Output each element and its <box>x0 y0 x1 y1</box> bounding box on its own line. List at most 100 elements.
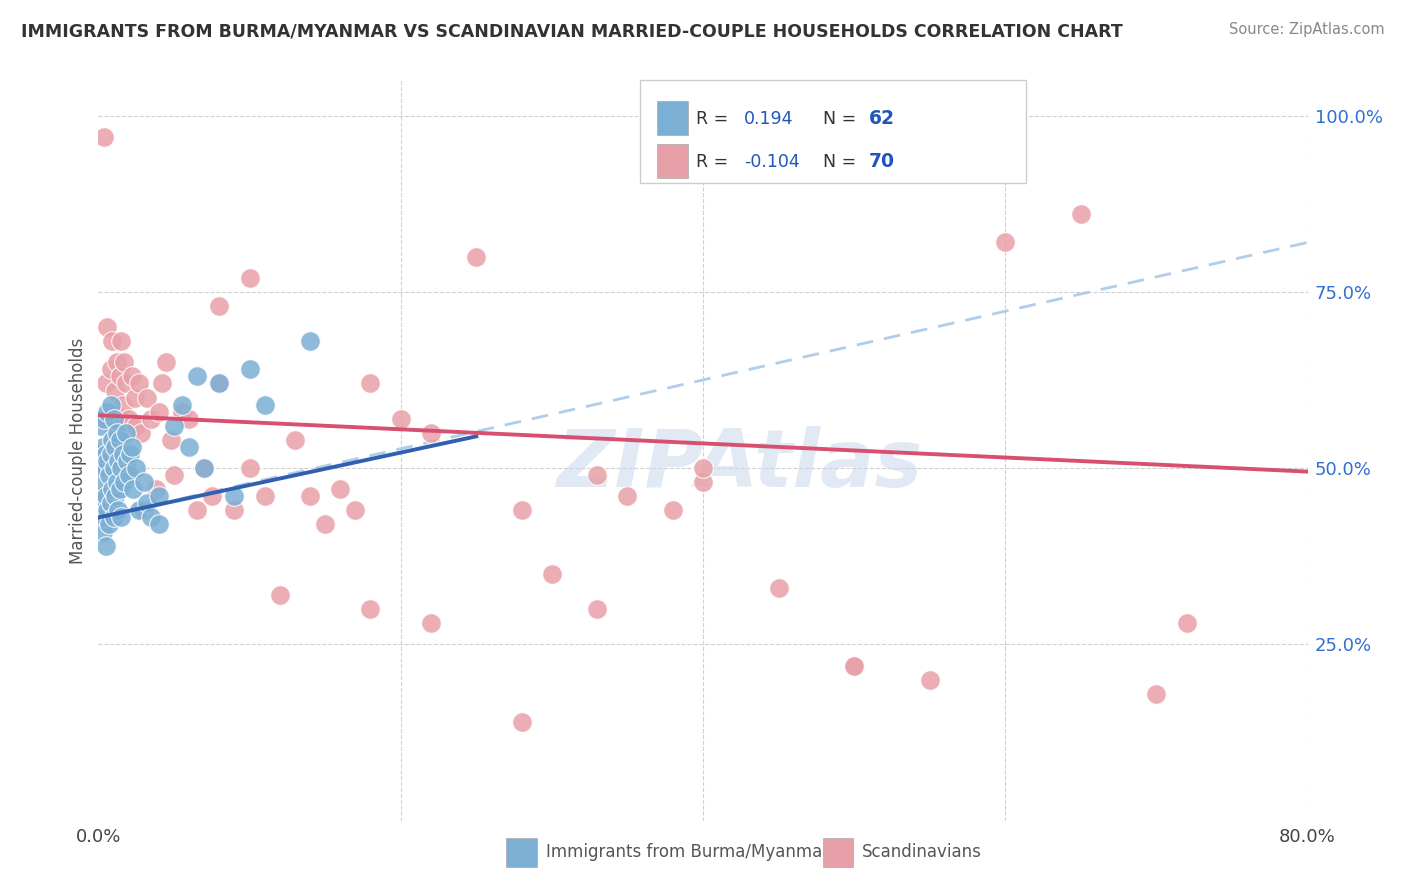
Point <box>105 475 128 490</box>
Point <box>94 447 117 461</box>
Point <box>193 461 215 475</box>
Point <box>224 503 246 517</box>
Point <box>145 482 167 496</box>
Point <box>98 405 121 419</box>
Point <box>661 503 683 517</box>
Point <box>94 539 117 553</box>
Point <box>360 602 382 616</box>
Point <box>125 461 148 475</box>
Point <box>141 411 163 425</box>
Point <box>104 489 127 503</box>
Point <box>344 503 367 517</box>
Point <box>110 334 132 348</box>
Point <box>586 468 609 483</box>
Point <box>108 482 131 496</box>
Point <box>101 334 124 348</box>
Point <box>115 454 138 468</box>
Point <box>253 398 276 412</box>
Point <box>101 482 124 496</box>
Point <box>91 440 114 454</box>
Point <box>132 503 155 517</box>
Point <box>129 425 152 440</box>
Text: N =: N = <box>823 153 856 170</box>
Point <box>107 503 129 517</box>
Point <box>163 418 186 433</box>
Point <box>299 334 322 348</box>
Point <box>100 362 122 376</box>
Point <box>96 320 118 334</box>
Point <box>224 489 246 503</box>
Point <box>89 489 111 503</box>
Point <box>98 517 121 532</box>
Point <box>994 235 1017 250</box>
Point <box>111 398 134 412</box>
Point <box>510 714 533 729</box>
Point <box>93 461 115 475</box>
Text: 62: 62 <box>869 109 894 128</box>
Point <box>420 425 443 440</box>
Text: R =: R = <box>696 153 728 170</box>
Point <box>112 355 135 369</box>
Text: R =: R = <box>696 110 728 128</box>
Point <box>100 496 122 510</box>
Point <box>170 398 193 412</box>
Point <box>148 517 170 532</box>
Text: -0.104: -0.104 <box>744 153 800 170</box>
Point <box>465 250 488 264</box>
Point <box>107 411 129 425</box>
Y-axis label: Married-couple Households: Married-couple Households <box>69 337 87 564</box>
Point <box>768 581 790 595</box>
Point <box>239 362 262 376</box>
Point <box>103 510 125 524</box>
Point <box>118 468 141 483</box>
Point <box>692 461 714 475</box>
Point <box>1144 687 1167 701</box>
Point <box>96 503 118 517</box>
Point <box>586 602 609 616</box>
Point <box>96 454 118 468</box>
Point <box>90 461 112 475</box>
Point <box>94 376 117 391</box>
Point <box>105 355 128 369</box>
Point <box>93 129 115 144</box>
Point <box>201 489 224 503</box>
Point <box>104 440 127 454</box>
Point <box>112 475 135 490</box>
Point <box>148 489 170 503</box>
Point <box>360 376 382 391</box>
Point <box>844 658 866 673</box>
Point <box>179 411 201 425</box>
Point <box>510 503 533 517</box>
Point <box>100 398 122 412</box>
Point <box>91 524 114 539</box>
Text: Source: ZipAtlas.com: Source: ZipAtlas.com <box>1229 22 1385 37</box>
Point <box>135 391 157 405</box>
Point <box>91 475 114 490</box>
Point <box>94 489 117 503</box>
Point <box>329 482 352 496</box>
Point <box>124 391 146 405</box>
Point <box>540 566 562 581</box>
Point <box>239 461 262 475</box>
Point <box>253 489 276 503</box>
Point <box>692 475 714 490</box>
Point <box>96 405 118 419</box>
Point <box>114 425 136 440</box>
Point <box>1070 207 1092 221</box>
Text: 0.194: 0.194 <box>744 110 793 128</box>
Point <box>110 510 132 524</box>
Text: Immigrants from Burma/Myanmar: Immigrants from Burma/Myanmar <box>546 843 828 861</box>
Point <box>111 447 134 461</box>
Point <box>93 510 115 524</box>
Text: Scandinavians: Scandinavians <box>862 843 981 861</box>
Point <box>141 510 163 524</box>
Point <box>179 440 201 454</box>
Point <box>616 489 638 503</box>
Point <box>110 461 132 475</box>
Point <box>120 447 142 461</box>
Point <box>103 425 125 440</box>
Point <box>1175 616 1198 631</box>
Point <box>150 376 173 391</box>
Point <box>100 447 122 461</box>
Point <box>299 489 322 503</box>
